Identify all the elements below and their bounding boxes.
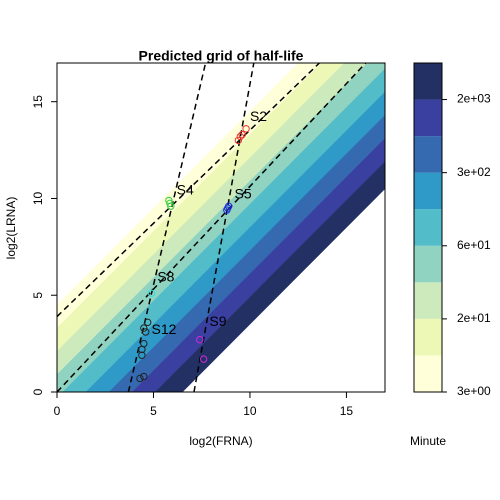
contour-area bbox=[57, 63, 385, 392]
chart-title: Predicted grid of half-life bbox=[139, 48, 304, 64]
y-tick-label: 0 bbox=[31, 388, 45, 395]
colorbar-tick-label: 6e+01 bbox=[457, 238, 491, 252]
point bbox=[224, 204, 232, 212]
y-tick-label: 10 bbox=[31, 191, 45, 205]
colorbar-label: Minute bbox=[410, 434, 446, 448]
colorbar-tick-label: 3e+02 bbox=[457, 165, 491, 179]
colorbar-swatch bbox=[414, 355, 442, 392]
contour-band bbox=[57, 63, 385, 392]
point bbox=[234, 136, 243, 145]
point bbox=[196, 336, 204, 344]
point bbox=[138, 345, 146, 354]
point bbox=[199, 355, 208, 363]
point bbox=[242, 125, 250, 133]
colorbar-frame bbox=[413, 62, 443, 393]
point-label: S9 bbox=[209, 313, 226, 329]
colorbar-tick-label: 3e+00 bbox=[457, 384, 491, 398]
contour-band bbox=[108, 114, 385, 392]
colorbar-tick-label: 2e+03 bbox=[457, 92, 491, 106]
overlay bbox=[57, 63, 367, 392]
colorbar-swatch bbox=[414, 63, 442, 100]
point bbox=[147, 289, 156, 297]
contour-band bbox=[62, 68, 385, 392]
dashed-line bbox=[57, 63, 320, 318]
y-tick-label: 15 bbox=[31, 95, 45, 109]
contour-band bbox=[131, 138, 385, 392]
x-axis-label: log2(FRNA) bbox=[189, 434, 252, 448]
dashed-line bbox=[127, 63, 207, 392]
x-tick-label: 10 bbox=[243, 404, 257, 418]
point-label: S2 bbox=[250, 108, 267, 124]
point-label: S8 bbox=[157, 269, 174, 285]
point bbox=[238, 130, 246, 139]
point bbox=[140, 324, 148, 332]
colorbar-swatch bbox=[414, 136, 442, 173]
point bbox=[138, 351, 146, 359]
contour-band bbox=[85, 91, 385, 392]
colorbar-tick-label: 2e+01 bbox=[457, 311, 491, 325]
point bbox=[236, 132, 244, 141]
point bbox=[136, 374, 144, 383]
point bbox=[140, 372, 148, 381]
y-axis-label: log2(LRNA) bbox=[4, 197, 18, 260]
x-tick-label: 15 bbox=[340, 404, 354, 418]
point-label: S5 bbox=[235, 185, 252, 201]
y-tick-label: 5 bbox=[31, 292, 45, 299]
colorbar-swatch bbox=[414, 318, 442, 356]
colorbar-swatch bbox=[414, 172, 442, 210]
plot-frame bbox=[56, 62, 386, 393]
colorbar-swatch bbox=[414, 245, 442, 283]
colorbar-swatch bbox=[414, 99, 442, 137]
x-tick-label: 0 bbox=[54, 404, 61, 418]
point-label: S4 bbox=[177, 181, 194, 197]
point bbox=[142, 328, 150, 336]
point-label: S12 bbox=[152, 321, 177, 337]
dashed-line bbox=[57, 63, 367, 392]
dashed-line bbox=[193, 63, 255, 392]
contour-band bbox=[155, 161, 385, 392]
point bbox=[143, 318, 152, 327]
x-tick-label: 5 bbox=[150, 404, 157, 418]
colorbar-swatch bbox=[414, 209, 442, 246]
point bbox=[166, 199, 174, 208]
colorbar-swatch bbox=[414, 282, 442, 319]
